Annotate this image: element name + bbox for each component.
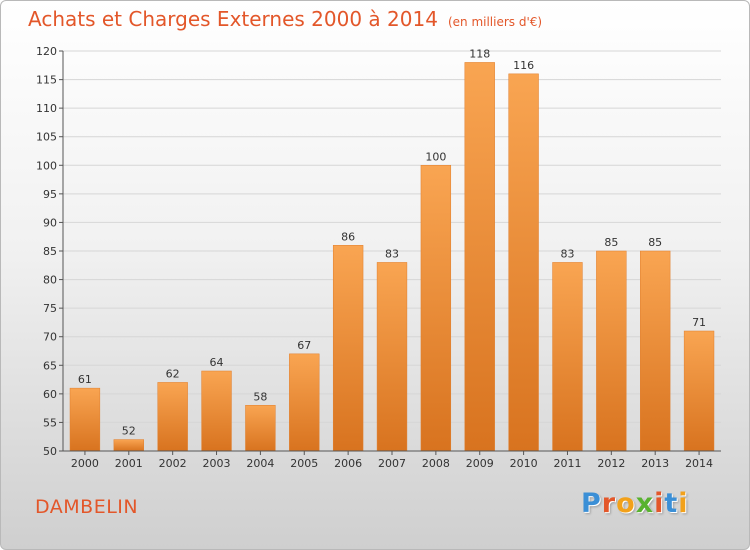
- y-tick-label: 50: [43, 445, 57, 458]
- bar-2009: [464, 62, 495, 452]
- y-tick-label: 75: [43, 302, 57, 315]
- logo-letter: x: [635, 488, 655, 519]
- logo-letter: i: [654, 488, 665, 519]
- y-tick-label: 110: [36, 102, 57, 115]
- bar-value-label: 118: [469, 47, 490, 60]
- bar-value-label: 62: [166, 367, 180, 380]
- bar-value-label: 100: [425, 150, 446, 163]
- y-tick-label: 95: [43, 188, 57, 201]
- bar-2007: [376, 262, 408, 452]
- bar-2001: [113, 439, 144, 452]
- y-tick-label: 100: [36, 159, 57, 172]
- bar-2014: [683, 330, 715, 452]
- x-tick-label: 2009: [466, 457, 494, 470]
- chart-unit: (en milliers d'€): [447, 15, 543, 29]
- bar-value-label: 86: [341, 230, 355, 243]
- bar-2013: [640, 250, 671, 452]
- x-tick-label: 2010: [510, 457, 538, 470]
- bar-2002: [157, 382, 188, 452]
- y-tick-label: 70: [43, 331, 57, 344]
- bar-value-label: 58: [253, 390, 267, 403]
- bar-2004: [245, 405, 276, 452]
- logo-letter: o: [616, 488, 636, 519]
- chart-title-text: Achats et Charges Externes 2000 à 2014: [28, 7, 438, 31]
- proxiti-logo[interactable]: Proxiti: [581, 488, 689, 519]
- y-tick-label: 120: [36, 45, 57, 58]
- bar-value-label: 85: [648, 236, 662, 249]
- bar-2012: [596, 250, 627, 452]
- y-tick-label: 55: [43, 416, 57, 429]
- x-tick-label: 2013: [641, 457, 669, 470]
- bar-value-label: 71: [692, 316, 706, 329]
- axis-layer: 50 55 60 65 70 75 80 85 90 95 100 105 110 115 120 2000 2…: [36, 45, 721, 470]
- bar-value-label: 116: [513, 59, 534, 72]
- x-tick-label: 2008: [422, 457, 450, 470]
- chart-title: Achats et Charges Externes 2000 à 2014 (e…: [28, 7, 542, 31]
- x-tick-label: 2000: [71, 457, 99, 470]
- bar-value-label: 67: [297, 339, 311, 352]
- y-tick-label: 65: [43, 359, 57, 372]
- x-tick-label: 2003: [203, 457, 231, 470]
- logo-letter: P: [581, 488, 602, 519]
- bar-value-label: 61: [78, 373, 92, 386]
- x-tick-label: 2001: [115, 457, 143, 470]
- x-tick-label: 2006: [334, 457, 362, 470]
- bar-2000: [69, 387, 101, 452]
- y-tick-label: 90: [43, 216, 57, 229]
- bar-value-label: 64: [210, 356, 224, 369]
- x-tick-label: 2002: [159, 457, 187, 470]
- label-layer: 61 52 62 64 58 67 86 83 100 118 116 83 85 85 71: [78, 47, 706, 437]
- bar-2005: [289, 353, 320, 452]
- y-tick-label: 80: [43, 274, 57, 287]
- y-tick-label: 60: [43, 388, 57, 401]
- x-tick-label: 2004: [246, 457, 274, 470]
- x-tick-label: 2011: [553, 457, 581, 470]
- y-tick-label: 115: [36, 74, 57, 87]
- y-tick-label: 105: [36, 131, 57, 144]
- bar-value-label: 85: [604, 236, 618, 249]
- logo-letter: i: [678, 488, 689, 519]
- bar-value-label: 83: [560, 247, 574, 260]
- x-tick-label: 2005: [290, 457, 318, 470]
- logo-letter: r: [601, 488, 617, 519]
- logo-letter: t: [664, 488, 679, 519]
- x-tick-label: 2012: [597, 457, 625, 470]
- bar-value-label: 83: [385, 247, 399, 260]
- bar-2010: [508, 73, 539, 452]
- bar-value-label: 52: [122, 425, 136, 438]
- bar-2003: [201, 370, 232, 452]
- town-name: DAMBELIN: [35, 496, 139, 518]
- bar-2008: [420, 165, 452, 452]
- x-tick-label: 2007: [378, 457, 406, 470]
- x-tick-label: 2014: [685, 457, 713, 470]
- bar-layer: [69, 62, 715, 452]
- y-tick-label: 85: [43, 245, 57, 258]
- bar-2006: [332, 245, 364, 452]
- bar-2011: [552, 262, 583, 452]
